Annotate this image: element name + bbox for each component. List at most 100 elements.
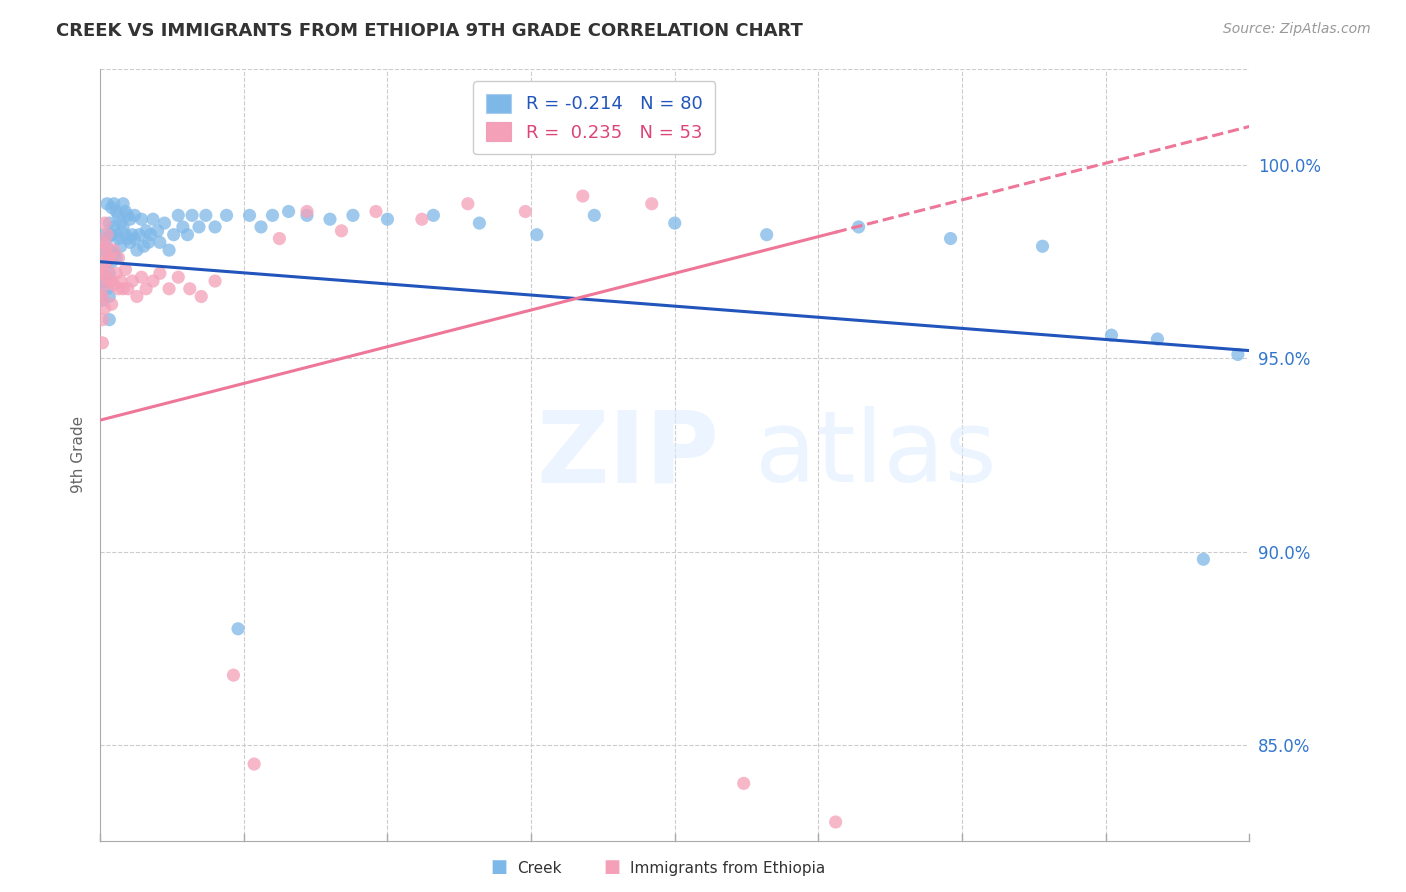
Point: [114, 227, 136, 242]
Point: [96, 282, 118, 296]
Point: [131, 212, 153, 227]
Point: [114, 204, 136, 219]
Point: [1146, 332, 1168, 346]
Point: [146, 224, 169, 238]
Point: [93, 254, 115, 268]
Point: [91, 235, 114, 250]
Point: [295, 208, 318, 222]
Point: [112, 282, 135, 296]
Point: [110, 274, 132, 288]
Point: [96, 254, 118, 268]
Point: [96, 262, 118, 277]
Point: [138, 235, 160, 250]
Text: Creek: Creek: [517, 861, 562, 876]
Point: [98, 289, 121, 303]
Point: [319, 212, 342, 227]
Point: [190, 289, 212, 303]
Point: [135, 282, 157, 296]
Point: [204, 219, 226, 234]
Point: [526, 227, 548, 242]
Point: [1192, 552, 1215, 566]
Point: [572, 189, 595, 203]
Point: [848, 219, 870, 234]
Point: [118, 212, 141, 227]
Point: [91, 243, 114, 257]
Point: [118, 235, 141, 250]
Point: [167, 270, 190, 285]
Point: [172, 219, 194, 234]
Point: [641, 196, 664, 211]
Point: [100, 297, 122, 311]
Point: [277, 204, 299, 219]
Point: [98, 274, 121, 288]
Point: [96, 227, 118, 242]
Point: [124, 208, 146, 222]
Point: [91, 312, 114, 326]
Point: [330, 224, 353, 238]
Point: [135, 224, 157, 238]
Point: [103, 277, 125, 292]
Point: [142, 212, 165, 227]
Point: [105, 227, 128, 242]
Point: [89, 266, 111, 280]
Point: [105, 251, 128, 265]
Text: Source: ZipAtlas.com: Source: ZipAtlas.com: [1223, 22, 1371, 37]
Point: [98, 216, 121, 230]
Point: [93, 227, 115, 242]
Point: [98, 243, 121, 257]
Point: [142, 274, 165, 288]
Point: [1226, 347, 1249, 361]
Point: [149, 235, 172, 250]
Point: [117, 208, 139, 222]
Point: [114, 262, 136, 277]
Point: [98, 266, 121, 280]
Point: [243, 757, 266, 772]
Point: [98, 312, 121, 326]
Point: [91, 293, 114, 308]
Point: [89, 289, 111, 303]
Point: [100, 254, 122, 268]
Point: [100, 201, 122, 215]
Point: [121, 227, 143, 242]
Y-axis label: 9th Grade: 9th Grade: [72, 417, 86, 493]
Point: [110, 239, 132, 253]
Point: [110, 216, 132, 230]
Point: [100, 274, 122, 288]
Point: [222, 668, 245, 682]
Point: [226, 622, 249, 636]
Text: ■: ■: [603, 858, 620, 876]
Point: [194, 208, 217, 222]
Point: [107, 251, 129, 265]
Point: [131, 270, 153, 285]
Point: [215, 208, 238, 222]
Point: [93, 216, 115, 230]
Point: [250, 219, 273, 234]
Point: [93, 277, 115, 292]
Point: [153, 216, 176, 230]
Point: [364, 204, 387, 219]
Point: [132, 239, 155, 253]
Point: [107, 208, 129, 222]
Point: [733, 776, 755, 790]
Point: [93, 274, 115, 288]
Point: [112, 196, 135, 211]
Point: [939, 231, 962, 245]
Point: [181, 208, 204, 222]
Point: [188, 219, 211, 234]
Point: [103, 219, 125, 234]
Point: [117, 282, 139, 296]
Legend: R = -0.214   N = 80, R =  0.235   N = 53: R = -0.214 N = 80, R = 0.235 N = 53: [474, 81, 716, 154]
Point: [295, 204, 318, 219]
Point: [103, 247, 125, 261]
Point: [117, 231, 139, 245]
Point: [262, 208, 284, 222]
Point: [96, 239, 118, 253]
Point: [103, 243, 125, 257]
Text: ZIP: ZIP: [537, 407, 720, 503]
Point: [468, 216, 491, 230]
Point: [167, 208, 190, 222]
Point: [176, 227, 198, 242]
Text: atlas: atlas: [755, 407, 997, 503]
Point: [149, 266, 172, 280]
Point: [755, 227, 778, 242]
